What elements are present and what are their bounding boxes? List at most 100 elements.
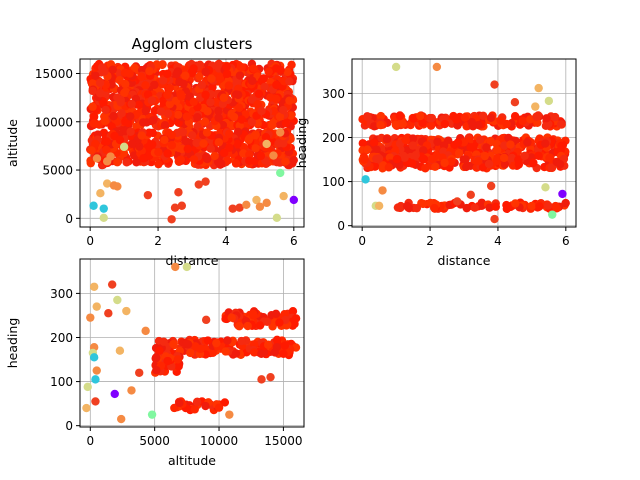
- data-point-dense: [237, 115, 246, 124]
- data-point-dense: [190, 405, 199, 414]
- data-point-dense: [247, 117, 257, 127]
- y-axis-label: heading: [294, 118, 309, 169]
- data-point-dense: [201, 401, 210, 411]
- data-point-dense: [147, 96, 157, 105]
- x-tick-label: 0: [358, 234, 366, 248]
- data-point-dense: [485, 203, 494, 212]
- data-point-dense: [117, 109, 126, 118]
- data-point-dense: [210, 151, 219, 161]
- data-point: [262, 139, 271, 149]
- subplot-2: 0 2 4 6 0 100 200 300 distance heading: [294, 58, 577, 268]
- data-point-dense: [182, 112, 192, 121]
- data-point: [106, 152, 115, 161]
- data-point-dense: [260, 82, 269, 92]
- data-point-dense: [418, 118, 427, 128]
- data-point-dense: [222, 69, 232, 79]
- data-point-dense: [235, 71, 245, 80]
- data-point-dense: [231, 159, 241, 168]
- data-point-dense: [122, 158, 131, 167]
- data-point-dense: [412, 203, 422, 213]
- y-tick-label: 0: [65, 212, 73, 226]
- data-point-dense: [257, 106, 266, 116]
- data-point-dense: [257, 349, 266, 358]
- data-point-dense: [453, 138, 463, 147]
- data-point-dense: [401, 135, 410, 145]
- data-point-dense: [196, 344, 205, 354]
- data-point-dense: [276, 65, 285, 75]
- subplot-3: 0 5000 10000 15000 0 100 200 300 altitude heading: [5, 258, 305, 468]
- x-tick-label: 2: [154, 234, 162, 248]
- data-point: [432, 62, 442, 72]
- data-point-dense: [220, 398, 230, 407]
- data-point-dense: [287, 60, 296, 70]
- data-point-dense: [88, 79, 97, 88]
- data-point: [242, 200, 251, 209]
- data-point-dense: [216, 159, 226, 168]
- data-point: [225, 410, 234, 419]
- data-point-dense: [555, 160, 565, 169]
- data-point-dense: [275, 112, 285, 121]
- data-point-dense: [518, 116, 527, 126]
- data-point: [453, 197, 462, 206]
- data-point: [558, 189, 567, 199]
- data-point-dense: [158, 76, 168, 85]
- data-point-dense: [475, 135, 485, 145]
- data-point: [135, 368, 144, 377]
- data-point: [99, 204, 108, 213]
- data-point-dense: [542, 114, 551, 123]
- data-point-dense: [384, 163, 394, 172]
- data-point: [170, 203, 180, 212]
- data-point: [374, 201, 384, 211]
- data-point-dense: [115, 76, 124, 85]
- data-point-dense: [139, 154, 148, 163]
- data-point-dense: [193, 113, 202, 122]
- data-point-dense: [137, 131, 146, 140]
- data-point-dense: [408, 159, 417, 168]
- data-point-dense: [245, 150, 254, 159]
- data-point-dense: [189, 97, 198, 106]
- data-point: [102, 179, 112, 188]
- data-point-dense: [100, 67, 109, 76]
- data-point-dense: [88, 102, 97, 111]
- data-point: [269, 151, 278, 160]
- data-point: [82, 403, 91, 413]
- data-point-dense: [208, 83, 217, 92]
- data-point-dense: [181, 71, 190, 80]
- data-point-dense: [283, 67, 292, 77]
- data-point-dense: [534, 151, 543, 160]
- data-point: [228, 204, 237, 213]
- data-point-dense: [214, 138, 224, 147]
- x-axis-label: distance: [438, 253, 491, 268]
- x-tick-label: 15000: [264, 434, 302, 448]
- data-point-dense: [492, 146, 502, 155]
- data-point-dense: [137, 72, 146, 81]
- data-point: [96, 189, 105, 198]
- data-point-dense: [126, 112, 135, 121]
- data-point-dense: [201, 90, 210, 100]
- data-point-dense: [279, 349, 288, 358]
- data-point-dense: [253, 100, 262, 109]
- data-point-dense: [392, 155, 402, 164]
- data-point-dense: [91, 71, 100, 80]
- x-tick-label: 2: [426, 234, 434, 248]
- data-point-dense: [462, 162, 471, 172]
- data-point-dense: [183, 340, 193, 349]
- data-point-dense: [89, 119, 98, 128]
- data-point: [122, 306, 131, 316]
- data-point-dense: [200, 117, 210, 126]
- data-point-dense: [159, 337, 168, 346]
- data-point-dense: [212, 338, 221, 348]
- data-point-dense: [150, 106, 159, 116]
- data-point-dense: [248, 309, 258, 319]
- data-point-dense: [189, 155, 199, 164]
- data-point-dense: [202, 128, 212, 137]
- data-point-dense: [182, 137, 191, 146]
- data-point-dense: [163, 109, 173, 118]
- data-point-dense: [195, 72, 204, 81]
- data-point-dense: [421, 164, 430, 173]
- data-point-dense: [523, 138, 532, 147]
- data-point-dense: [484, 159, 494, 169]
- data-point-dense: [130, 63, 139, 73]
- data-point-dense: [492, 156, 501, 166]
- data-point: [171, 262, 180, 272]
